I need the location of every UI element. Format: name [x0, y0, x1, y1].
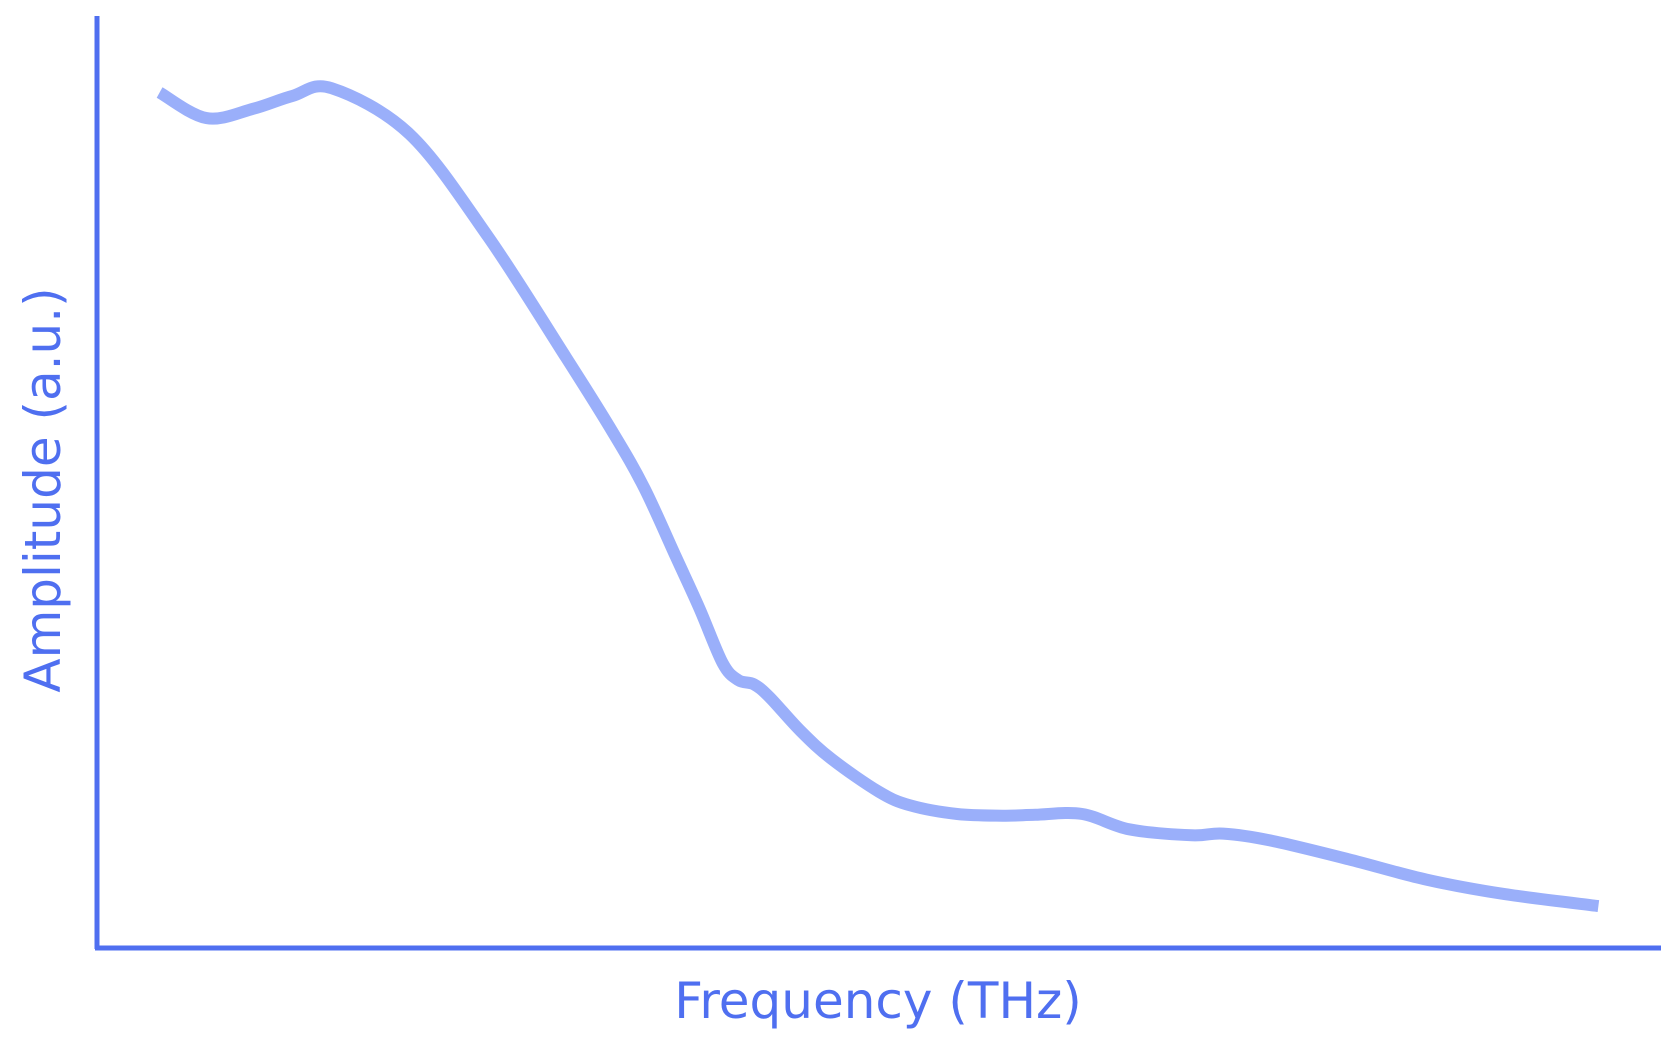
- x-axis-label: Frequency (THz): [674, 972, 1082, 1030]
- series-line-0: [156, 80, 1600, 913]
- y-axis-label: Amplitude (a.u.): [14, 287, 72, 692]
- plot-area: [156, 80, 1600, 913]
